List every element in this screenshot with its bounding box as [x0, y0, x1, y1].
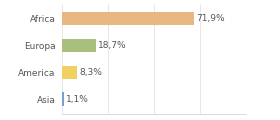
Bar	[62, 39, 96, 52]
Text: 8,3%: 8,3%	[79, 68, 102, 77]
Text: 18,7%: 18,7%	[98, 41, 127, 50]
Bar	[62, 12, 195, 25]
Bar	[62, 92, 64, 106]
Bar	[62, 66, 77, 79]
Text: 1,1%: 1,1%	[66, 95, 89, 104]
Text: 71,9%: 71,9%	[197, 14, 225, 23]
